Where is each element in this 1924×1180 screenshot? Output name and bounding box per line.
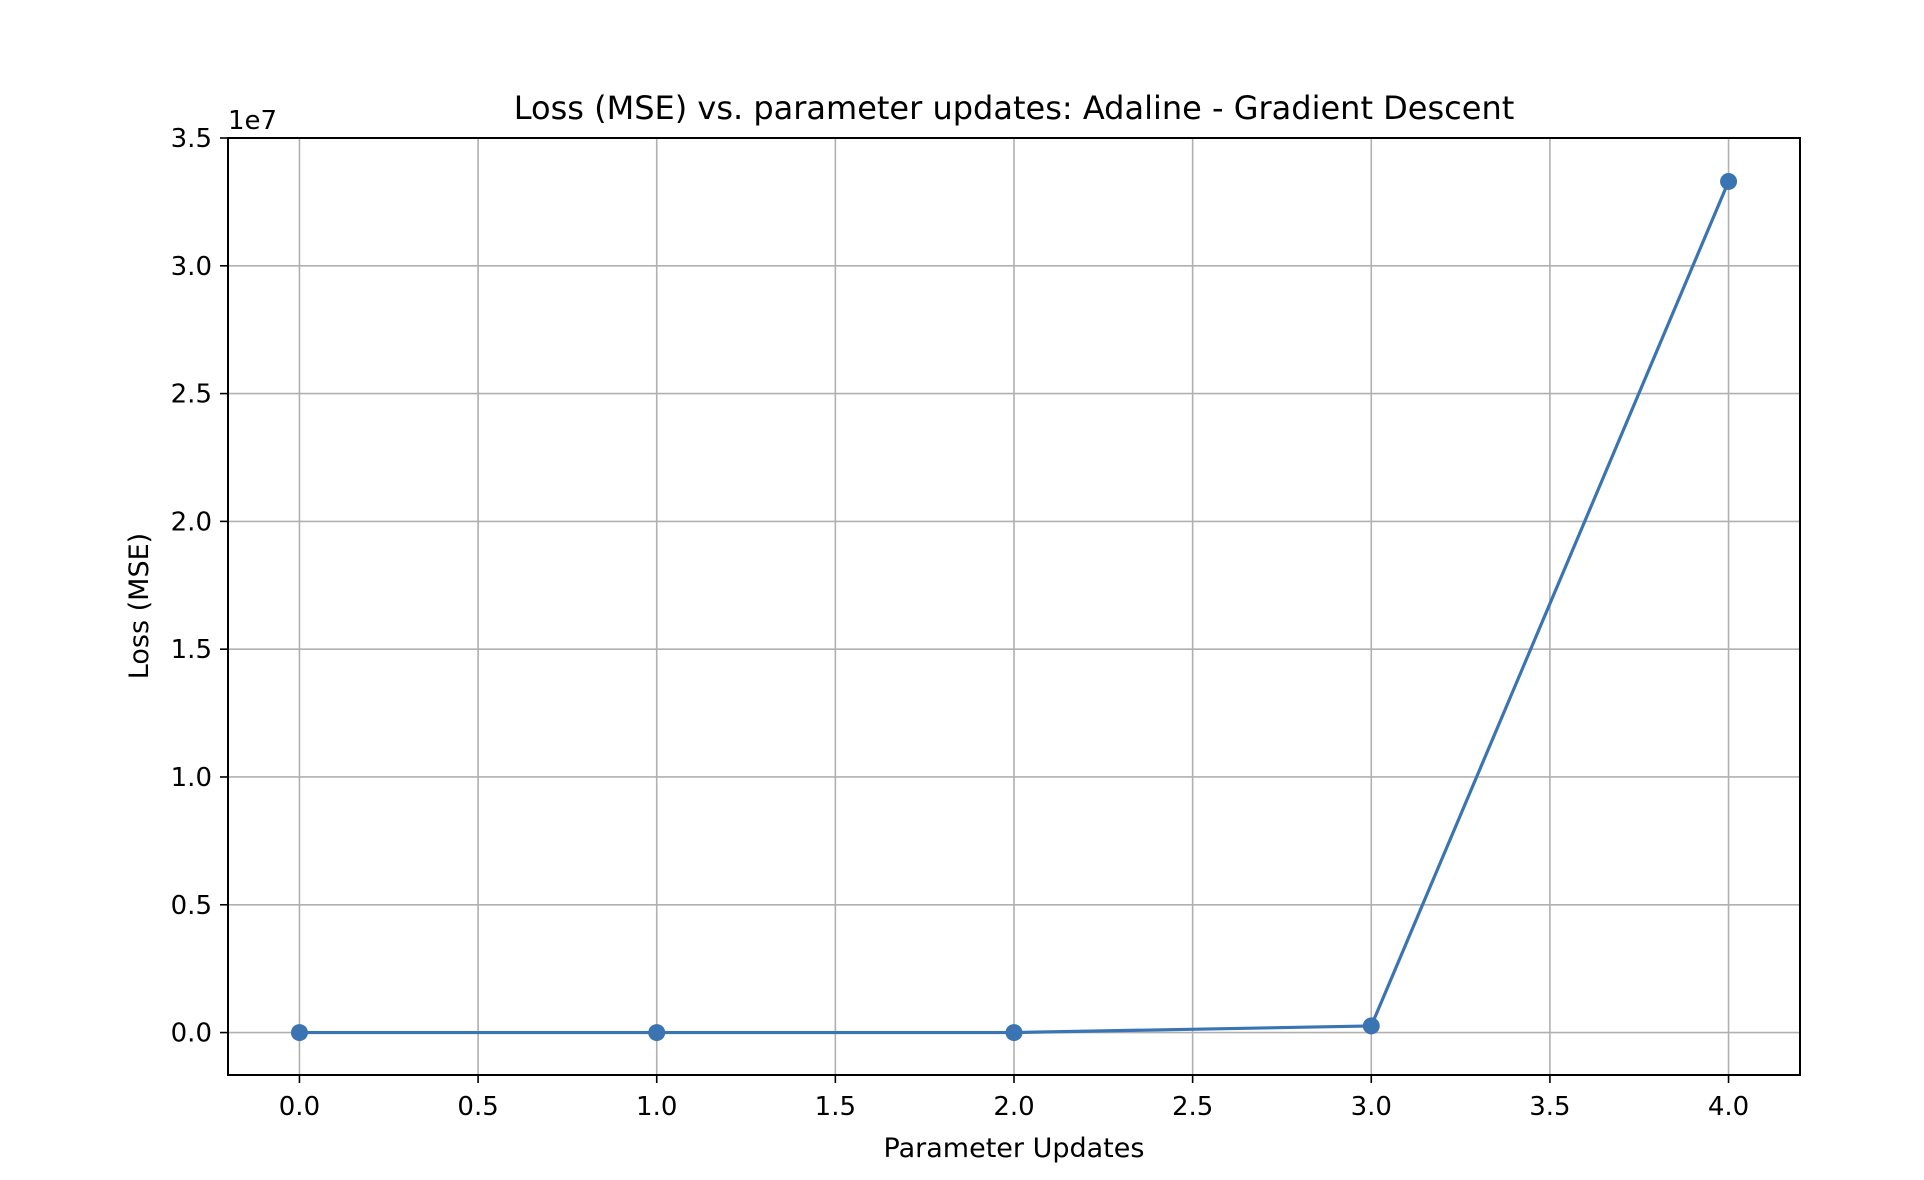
data-point-marker (1362, 1017, 1380, 1035)
axis-ticks: 0.0 0.5 1.0 1.5 2.0 2.5 3.0 3.5 4.0 0.0 0.5 1.0 1.5 2… (171, 124, 1750, 1122)
data-point-marker (1720, 172, 1738, 190)
x-tick-label: 2.5 (1172, 1092, 1213, 1122)
x-tick-label: 0.0 (279, 1092, 320, 1122)
y-tick-label: 0.5 (171, 891, 212, 921)
y-tick-label: 1.0 (171, 763, 212, 793)
y-tick-label: 3.5 (171, 124, 212, 154)
x-tick-label: 2.0 (993, 1092, 1034, 1122)
y-tick-label: 1.5 (171, 635, 212, 665)
y-tick-label: 2.0 (171, 507, 212, 537)
data-point-marker (1005, 1024, 1023, 1042)
x-tick-label: 1.0 (636, 1092, 677, 1122)
data-point-marker (290, 1024, 308, 1042)
y-axis-label: Loss (MSE) (124, 533, 155, 679)
chart-title: Loss (MSE) vs. parameter updates: Adalin… (514, 89, 1515, 127)
y-axis-offset-label: 1e7 (228, 106, 277, 136)
x-tick-label: 4.0 (1708, 1092, 1749, 1122)
grid-lines (228, 137, 1800, 1075)
y-tick-label: 0.0 (171, 1019, 212, 1049)
x-tick-label: 3.0 (1351, 1092, 1392, 1122)
x-tick-label: 3.5 (1529, 1092, 1570, 1122)
data-point-marker (648, 1024, 666, 1042)
y-tick-label: 3.0 (171, 252, 212, 282)
x-tick-label: 0.5 (457, 1092, 498, 1122)
x-axis-label: Parameter Updates (884, 1133, 1145, 1164)
x-tick-label: 1.5 (815, 1092, 856, 1122)
series-layer (290, 172, 1738, 1042)
y-tick-label: 2.5 (171, 380, 212, 410)
